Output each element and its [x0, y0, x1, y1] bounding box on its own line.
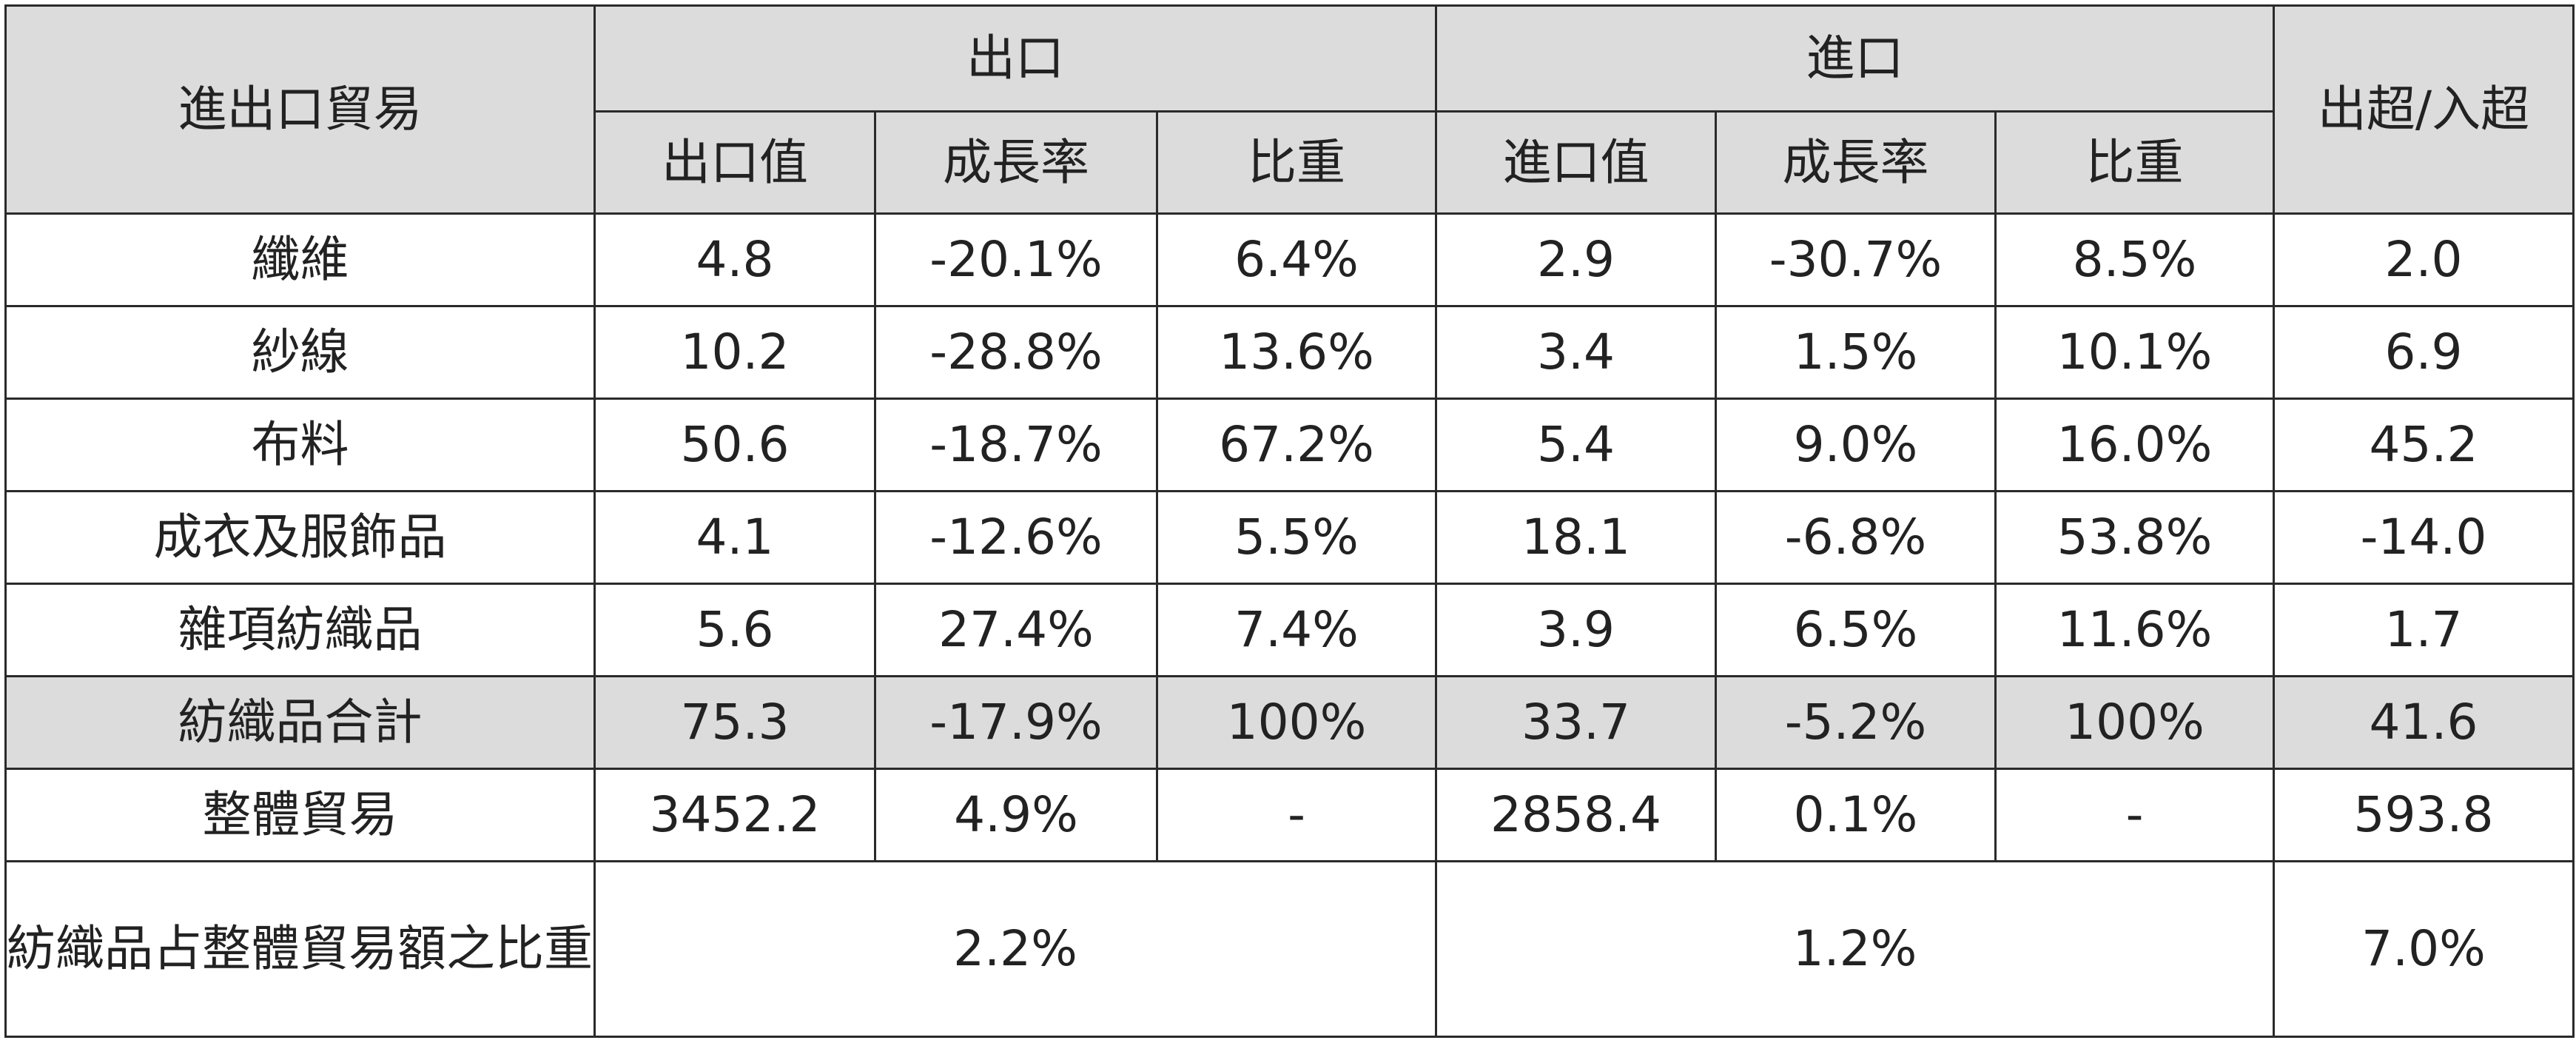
import-value-cell: 2858.4: [1435, 768, 1717, 862]
import-growth-cell: 0.1%: [1715, 768, 1997, 862]
export-value-cell: 75.3: [593, 675, 876, 770]
export-share-cell: 7.4%: [1156, 583, 1437, 677]
table-row: 紗線 10.2 -28.8% 13.6% 3.4 1.5% 10.1% 6.9: [4, 305, 2575, 400]
import-share-cell: 10.1%: [1994, 305, 2275, 400]
import-value-cell: 5.4: [1435, 398, 1717, 492]
import-share-cell: 16.0%: [1994, 398, 2275, 492]
export-share-cell: 6.4%: [1156, 212, 1437, 307]
table-row: 整體貿易 3452.2 4.9% - 2858.4 0.1% - 593.8: [4, 768, 2575, 862]
table-row: 布料 50.6 -18.7% 67.2% 5.4 9.0% 16.0% 45.2: [4, 398, 2575, 492]
balance-cell: 6.9: [2273, 305, 2575, 400]
export-growth-cell: -17.9%: [874, 675, 1158, 770]
import-growth-header: 成長率: [1715, 110, 1997, 215]
import-value-cell: 2.9: [1435, 212, 1717, 307]
row-label: 紡織品合計: [4, 675, 596, 770]
row-label: 整體貿易: [4, 768, 596, 862]
export-share-cell: -: [1156, 768, 1437, 862]
balance-cell: 1.7: [2273, 583, 2575, 677]
row-label: 雜項紡織品: [4, 583, 596, 677]
export-value-cell: 4.8: [593, 212, 876, 307]
export-growth-cell: -20.1%: [874, 212, 1158, 307]
import-share-total-cell: 1.2%: [1435, 860, 2275, 1038]
balance-header: 出超/入超: [2273, 4, 2575, 215]
export-growth-cell: -18.7%: [874, 398, 1158, 492]
import-share-cell: 8.5%: [1994, 212, 2275, 307]
balance-cell: 45.2: [2273, 398, 2575, 492]
export-growth-header: 成長率: [874, 110, 1158, 215]
import-growth-cell: 6.5%: [1715, 583, 1997, 677]
export-value-cell: 3452.2: [593, 768, 876, 862]
import-share-cell: 100%: [1994, 675, 2275, 770]
export-share-cell: 67.2%: [1156, 398, 1437, 492]
row-label: 布料: [4, 398, 596, 492]
export-growth-cell: 27.4%: [874, 583, 1158, 677]
table-row: 雜項紡織品 5.6 27.4% 7.4% 3.9 6.5% 11.6% 1.7: [4, 583, 2575, 677]
export-growth-cell: 4.9%: [874, 768, 1158, 862]
import-value-header: 進口值: [1435, 110, 1717, 215]
share-row: 紡織品占整體貿易額之比重% 2.2% 1.2% 7.0%: [4, 860, 2575, 1038]
table-header: 進出口貿易 出口 進口 出超/入超 出口值 成長率 比重 進口值 成長率 比重: [4, 4, 2575, 215]
table-row: 纖維 4.8 -20.1% 6.4% 2.9 -30.7% 8.5% 2.0: [4, 212, 2575, 307]
balance-cell: -14.0: [2273, 490, 2575, 585]
import-share-cell: 53.8%: [1994, 490, 2275, 585]
import-share-cell: 11.6%: [1994, 583, 2275, 677]
import-growth-cell: 1.5%: [1715, 305, 1997, 400]
import-share-cell: -: [1994, 768, 2275, 862]
import-group-header: 進口: [1435, 4, 2275, 113]
export-share-total-cell: 2.2%: [593, 860, 1437, 1038]
export-value-cell: 5.6: [593, 583, 876, 677]
balance-share-cell: 7.0%: [2273, 860, 2575, 1038]
export-value-header: 出口值: [593, 110, 876, 215]
import-value-cell: 18.1: [1435, 490, 1717, 585]
import-value-cell: 3.4: [1435, 305, 1717, 400]
import-growth-cell: -30.7%: [1715, 212, 1997, 307]
row-label: 纖維: [4, 212, 596, 307]
export-share-cell: 5.5%: [1156, 490, 1437, 585]
balance-cell: 2.0: [2273, 212, 2575, 307]
import-share-header: 比重: [1994, 110, 2275, 215]
export-share-cell: 100%: [1156, 675, 1437, 770]
textile-trade-table: 進出口貿易 出口 進口 出超/入超 出口值 成長率 比重 進口值 成長率 比重 …: [4, 4, 2575, 1038]
export-value-cell: 10.2: [593, 305, 876, 400]
import-growth-cell: -5.2%: [1715, 675, 1997, 770]
table-body: 纖維 4.8 -20.1% 6.4% 2.9 -30.7% 8.5% 2.0 紗…: [4, 212, 2575, 1038]
row-label: 紗線: [4, 305, 596, 400]
row-label: 成衣及服飾品: [4, 490, 596, 585]
import-growth-cell: 9.0%: [1715, 398, 1997, 492]
export-growth-cell: -12.6%: [874, 490, 1158, 585]
export-value-cell: 4.1: [593, 490, 876, 585]
balance-cell: 593.8: [2273, 768, 2575, 862]
import-value-cell: 3.9: [1435, 583, 1717, 677]
export-share-cell: 13.6%: [1156, 305, 1437, 400]
export-group-header: 出口: [593, 4, 1437, 113]
import-value-cell: 33.7: [1435, 675, 1717, 770]
import-growth-cell: -6.8%: [1715, 490, 1997, 585]
table-row: 成衣及服飾品 4.1 -12.6% 5.5% 18.1 -6.8% 53.8% …: [4, 490, 2575, 585]
share-row-label: 紡織品占整體貿易額之比重%: [4, 860, 596, 1038]
export-share-header: 比重: [1156, 110, 1437, 215]
total-row: 紡織品合計 75.3 -17.9% 100% 33.7 -5.2% 100% 4…: [4, 675, 2575, 770]
corner-header: 進出口貿易: [4, 4, 596, 215]
export-growth-cell: -28.8%: [874, 305, 1158, 400]
balance-cell: 41.6: [2273, 675, 2575, 770]
export-value-cell: 50.6: [593, 398, 876, 492]
